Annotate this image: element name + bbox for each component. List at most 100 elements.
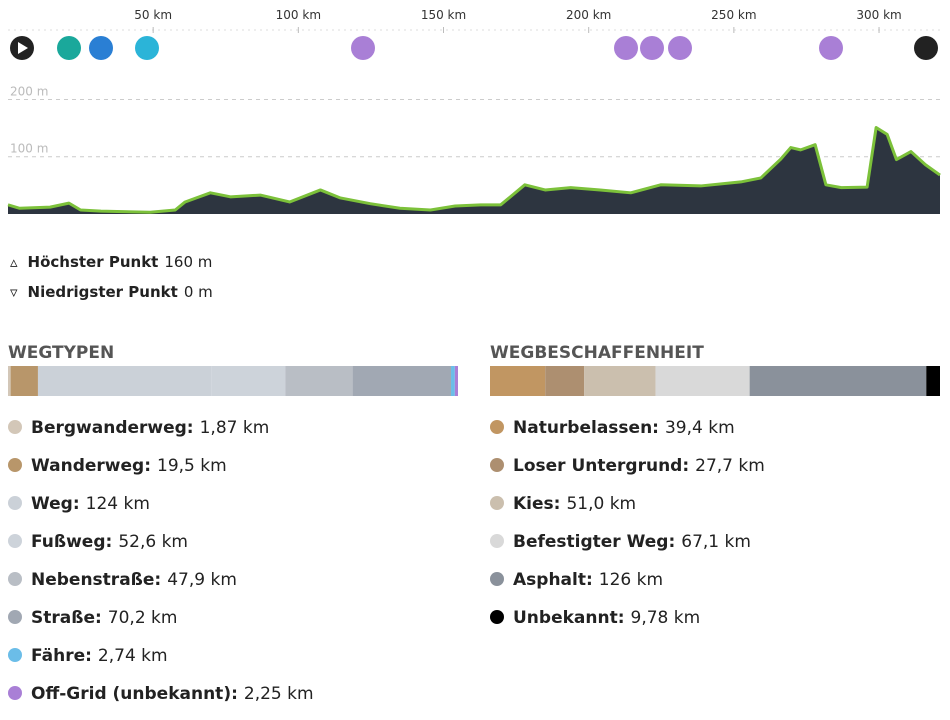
offgrid-icon[interactable] <box>819 36 843 60</box>
offgrid-icon[interactable] <box>614 36 638 60</box>
legend-dot <box>8 496 22 510</box>
share-segment <box>451 366 455 396</box>
share-segment <box>749 366 927 396</box>
share-segment <box>352 366 452 396</box>
legend-name: Bergwanderweg: <box>31 418 194 438</box>
x-tick-label: 150 km <box>421 8 466 22</box>
offgrid-icon[interactable] <box>640 36 664 60</box>
legend-name: Kies: <box>513 494 561 514</box>
legend-value: 124 km <box>85 494 150 514</box>
legend-value: 9,78 km <box>630 608 701 628</box>
share-segment <box>454 366 458 396</box>
legend-dot <box>490 572 504 586</box>
legend-dot <box>8 458 22 472</box>
poi-icon[interactable] <box>135 36 159 60</box>
legend-item: Weg: 124 km <box>8 494 150 514</box>
legend-name: Weg: <box>31 494 80 514</box>
legend-value: 27,7 km <box>695 456 765 476</box>
share-segment <box>545 366 585 396</box>
share-segment <box>8 366 11 396</box>
share-segment <box>285 366 353 396</box>
legend-dot <box>490 420 504 434</box>
legend-dot <box>8 534 22 548</box>
legend-value: 126 km <box>598 570 664 590</box>
legend-item: Asphalt: 126 km <box>490 570 663 590</box>
legend-name: Asphalt: <box>513 570 593 590</box>
legend-name: Fußweg: <box>31 532 113 552</box>
legend-item: Unbekannt: 9,78 km <box>490 608 700 628</box>
legend-value: 47,9 km <box>167 570 237 590</box>
share-segment <box>490 366 546 396</box>
legend-name: Fähre: <box>31 646 92 666</box>
legend-item: Loser Untergrund: 27,7 km <box>490 456 765 476</box>
legend-item: Fähre: 2,74 km <box>8 646 168 666</box>
legend-value: 2,25 km <box>243 684 314 704</box>
legend-value: 19,5 km <box>157 456 227 476</box>
stat-high: ▵ Höchster Punkt 160 m <box>10 253 213 271</box>
legend-name: Off-Grid (unbekannt): <box>31 684 238 704</box>
share-segment <box>10 366 38 396</box>
legend-name: Wanderweg: <box>31 456 152 476</box>
elevation-area <box>8 127 940 214</box>
legend-dot <box>8 610 22 624</box>
stat-value: 0 m <box>183 283 213 301</box>
section-title: WEGTYPEN <box>8 343 115 363</box>
legend-item: Naturbelassen: 39,4 km <box>490 418 735 438</box>
poi-icon[interactable] <box>57 36 81 60</box>
legend-dot <box>490 496 504 510</box>
elevation-line <box>7 126 941 214</box>
share-segment <box>37 366 212 396</box>
x-tick-label: 50 km <box>134 8 172 22</box>
legend-name: Straße: <box>31 608 102 628</box>
legend-value: 1,87 km <box>199 418 270 438</box>
share-segment <box>211 366 286 396</box>
legend-dot <box>8 686 22 700</box>
legend-value: 39,4 km <box>664 418 735 438</box>
x-tick-label: 300 km <box>856 8 901 22</box>
stat-low: ▿ Niedrigster Punkt 0 m <box>10 283 213 301</box>
legend-item: Kies: 51,0 km <box>490 494 636 514</box>
x-tick-label: 250 km <box>711 8 756 22</box>
legend-dot <box>490 610 504 624</box>
legend-item: Fußweg: 52,6 km <box>8 532 188 552</box>
poi-icon[interactable] <box>89 36 113 60</box>
legend-dot <box>8 572 22 586</box>
y-tick-label: 100 m <box>10 142 48 156</box>
legend-name: Naturbelassen: <box>513 418 659 438</box>
y-tick-label: 200 m <box>10 84 48 98</box>
legend-value: 2,74 km <box>97 646 168 666</box>
legend-dot <box>490 534 504 548</box>
legend-item: Straße: 70,2 km <box>8 608 177 628</box>
offgrid-icon[interactable] <box>668 36 692 60</box>
elevation-profile: 50 km 100 km 150 km 200 km 250 km 300 km 100 m… <box>7 8 941 214</box>
section-title: WEGBESCHAFFENHEIT <box>490 343 704 363</box>
legend-dot <box>490 458 504 472</box>
legend-value: 70,2 km <box>107 608 178 628</box>
offgrid-icon[interactable] <box>351 36 375 60</box>
stat-name: Höchster Punkt <box>27 253 159 271</box>
legend-item: Wanderweg: 19,5 km <box>8 456 227 476</box>
legend-item: Nebenstraße: 47,9 km <box>8 570 237 590</box>
legend-name: Befestigter Weg: <box>513 532 676 552</box>
legend-dot <box>8 420 22 434</box>
legend-name: Nebenstraße: <box>31 570 162 590</box>
share-bars <box>8 366 940 396</box>
share-segment <box>655 366 750 396</box>
x-tick-label: 200 km <box>566 8 611 22</box>
legend-name: Unbekannt: <box>513 608 625 628</box>
share-segment <box>584 366 656 396</box>
legend-item: Off-Grid (unbekannt): 2,25 km <box>8 684 314 704</box>
legend-item: Bergwanderweg: 1,87 km <box>8 418 269 438</box>
stat-name: Niedrigster Punkt <box>27 283 178 301</box>
legend-name: Loser Untergrund: <box>513 456 690 476</box>
x-tick-label: 100 km <box>276 8 321 22</box>
legend-dot <box>8 648 22 662</box>
share-segment <box>926 366 940 396</box>
legend-value: 52,6 km <box>118 532 188 552</box>
legend-item: Befestigter Weg: 67,1 km <box>490 532 751 552</box>
finish-icon[interactable] <box>914 36 938 60</box>
stat-value: 160 m <box>164 253 213 271</box>
legend-value: 67,1 km <box>681 532 751 552</box>
legend-value: 51,0 km <box>566 494 637 514</box>
